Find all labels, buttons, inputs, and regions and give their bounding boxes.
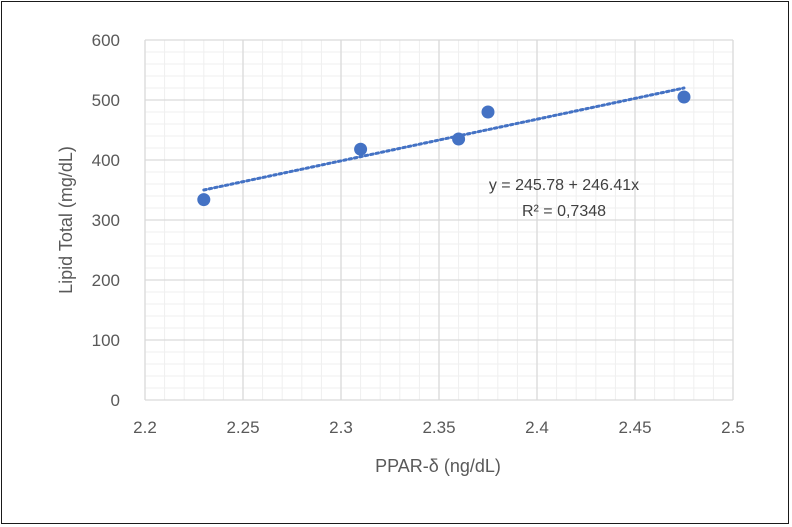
y-tick-label: 500 (92, 91, 120, 110)
trendline (202, 86, 686, 192)
y-tick-label: 0 (111, 391, 120, 410)
x-tick-label: 2.5 (721, 418, 745, 437)
x-tick-label: 2.35 (422, 418, 455, 437)
x-axis-ticks: 2.2 2.25 2.3 2.35 2.4 2.45 2.5 (133, 418, 745, 437)
data-points (197, 90, 691, 207)
trendline-equation: y = 245.78 + 246.41x (489, 177, 639, 194)
x-tick-label: 2.4 (525, 418, 549, 437)
r-squared-label: R² = 0,7348 (522, 203, 606, 220)
data-point (354, 142, 368, 156)
trendline-group (202, 86, 686, 192)
major-gridlines (144, 39, 734, 401)
x-tick-label: 2.2 (133, 418, 157, 437)
y-tick-label: 200 (92, 271, 120, 290)
y-axis-title: Lipid Total (mg/dL) (56, 146, 76, 294)
y-tick-label: 300 (92, 211, 120, 230)
x-axis-title: PPAR-δ (ng/dL) (375, 456, 501, 476)
data-point (481, 105, 495, 119)
data-point (197, 193, 211, 207)
data-point (677, 90, 691, 104)
x-tick-label: 2.3 (329, 418, 353, 437)
x-tick-label: 2.45 (618, 418, 651, 437)
x-tick-label: 2.25 (226, 418, 259, 437)
y-tick-label: 600 (92, 31, 120, 50)
y-tick-label: 400 (92, 151, 120, 170)
data-point (452, 132, 466, 146)
y-axis-ticks: 0 100 200 300 400 500 600 (92, 31, 120, 410)
y-tick-label: 100 (92, 331, 120, 350)
